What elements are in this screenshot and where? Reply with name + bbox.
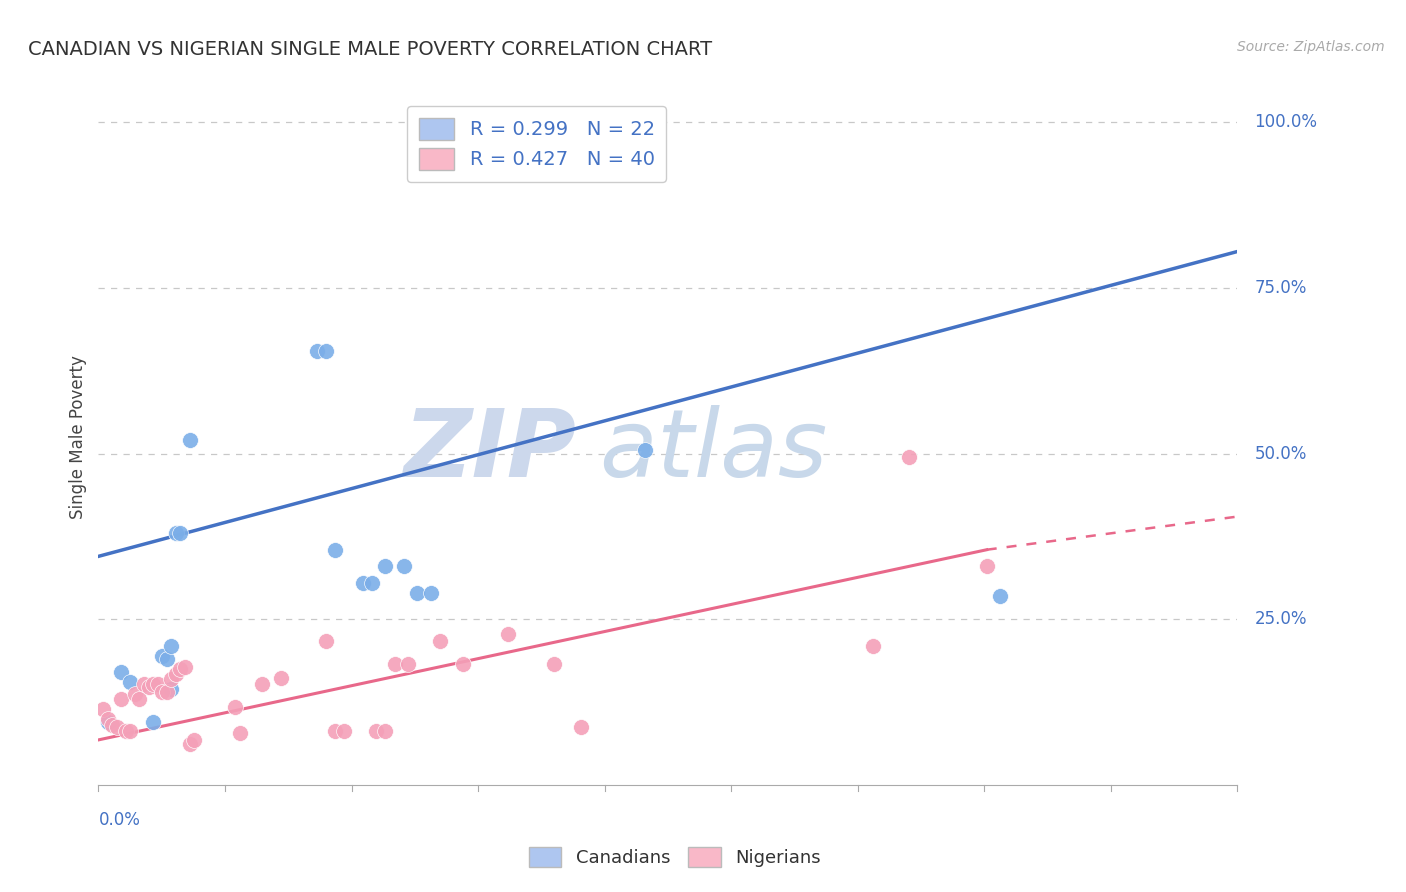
Point (429, 633, 451, 648)
Point (396, 657, 419, 672)
Point (228, 726, 250, 740)
Text: CANADIAN VS NIGERIAN SINGLE MALE POVERTY CORRELATION CHART: CANADIAN VS NIGERIAN SINGLE MALE POVERTY… (28, 40, 713, 59)
Point (120, 675, 142, 690)
Point (990, 589, 1012, 603)
Point (160, 672, 183, 686)
Point (374, 723, 396, 738)
Point (374, 559, 396, 574)
Point (323, 723, 346, 738)
Point (146, 677, 169, 691)
Point (101, 718, 124, 732)
Point (124, 686, 146, 700)
Point (183, 732, 205, 747)
Point (128, 691, 150, 706)
Point (91, 702, 114, 716)
Point (634, 443, 657, 458)
Point (323, 542, 346, 557)
Point (333, 723, 356, 738)
Point (165, 526, 187, 541)
Point (420, 586, 443, 600)
Legend: R = 0.299   N = 22, R = 0.427   N = 40: R = 0.299 N = 22, R = 0.427 N = 40 (408, 106, 666, 182)
Point (174, 660, 197, 674)
Point (179, 737, 201, 751)
Point (156, 652, 179, 666)
Point (96, 714, 118, 729)
Point (270, 671, 292, 685)
Point (360, 575, 382, 590)
Text: 50.0%: 50.0% (1254, 444, 1306, 463)
Y-axis label: Single Male Poverty: Single Male Poverty (69, 355, 87, 519)
Text: 25.0%: 25.0% (1254, 610, 1306, 628)
Point (169, 662, 191, 676)
Point (110, 691, 132, 706)
Text: atlas: atlas (599, 406, 828, 497)
Point (366, 723, 388, 738)
Point (543, 657, 565, 672)
Point (120, 723, 142, 738)
Point (150, 648, 173, 663)
Point (406, 586, 429, 600)
Point (156, 685, 179, 699)
Point (160, 681, 183, 696)
Point (150, 685, 173, 699)
Point (498, 627, 520, 641)
Legend: Canadians, Nigerians: Canadians, Nigerians (522, 839, 828, 874)
Point (252, 677, 274, 691)
Point (110, 665, 132, 680)
Point (392, 559, 415, 574)
Point (96, 712, 118, 726)
Point (976, 559, 998, 574)
Text: 0.0%: 0.0% (98, 812, 141, 830)
Point (224, 699, 246, 714)
Text: Source: ZipAtlas.com: Source: ZipAtlas.com (1237, 40, 1385, 54)
Point (142, 714, 165, 729)
Point (165, 666, 187, 681)
Point (105, 720, 128, 734)
Point (862, 639, 884, 653)
Point (132, 677, 155, 691)
Point (114, 723, 136, 738)
Text: 75.0%: 75.0% (1254, 279, 1306, 297)
Point (352, 575, 374, 590)
Point (315, 633, 337, 648)
Point (307, 343, 329, 358)
Text: ZIP: ZIP (404, 405, 576, 497)
Point (451, 657, 474, 672)
Point (169, 526, 191, 541)
Point (160, 639, 183, 653)
Point (898, 450, 921, 464)
Text: 100.0%: 100.0% (1254, 113, 1317, 131)
Point (138, 680, 160, 694)
Point (384, 657, 406, 672)
Point (569, 720, 592, 734)
Point (142, 677, 165, 691)
Point (179, 434, 201, 448)
Point (315, 343, 337, 358)
